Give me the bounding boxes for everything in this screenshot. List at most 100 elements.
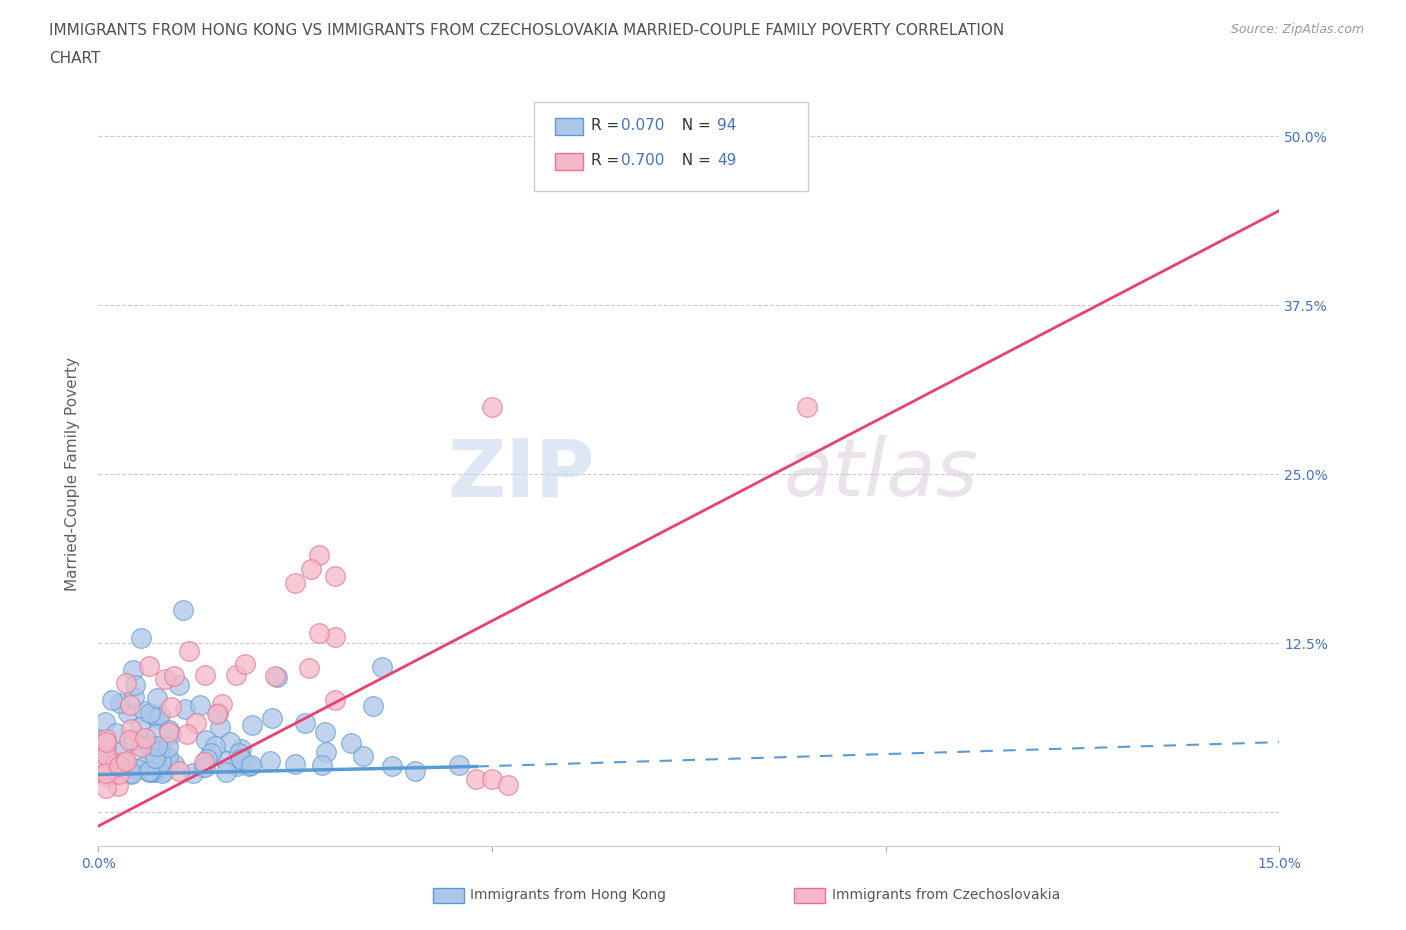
Point — [184, 715, 207, 730]
Point — [233, 657, 256, 671]
Point — [122, 690, 145, 705]
Point — [96, 732, 118, 747]
Point — [231, 742, 253, 757]
Point — [131, 738, 153, 753]
Point — [150, 765, 173, 780]
Point — [157, 750, 180, 764]
Text: IMMIGRANTS FROM HONG KONG VS IMMIGRANTS FROM CZECHOSLOVAKIA MARRIED-COUPLE FAMIL: IMMIGRANTS FROM HONG KONG VS IMMIGRANTS … — [49, 23, 1004, 38]
Point — [195, 751, 218, 766]
Point — [107, 759, 129, 774]
Text: N =: N = — [672, 118, 716, 133]
Point — [218, 735, 240, 750]
Point — [96, 739, 118, 754]
Point — [796, 399, 818, 414]
Point — [138, 737, 160, 752]
Point — [215, 764, 238, 779]
Point — [101, 755, 124, 770]
Point — [207, 705, 229, 720]
Point — [96, 768, 118, 783]
Point — [87, 762, 110, 777]
Point — [259, 753, 281, 768]
Point — [194, 732, 217, 747]
Text: Immigrants from Czechoslovakia: Immigrants from Czechoslovakia — [832, 887, 1060, 902]
Text: 94: 94 — [717, 118, 737, 133]
Point — [114, 675, 136, 690]
Point — [101, 762, 124, 777]
Point — [118, 698, 141, 712]
Point — [284, 575, 307, 590]
Point — [361, 698, 384, 713]
Point — [146, 691, 169, 706]
Point — [315, 745, 337, 760]
Point — [157, 723, 180, 737]
Point — [176, 726, 198, 741]
Point — [163, 669, 186, 684]
Point — [148, 744, 170, 759]
Point — [138, 764, 160, 779]
Point — [284, 756, 307, 771]
Point — [139, 764, 162, 779]
Point — [134, 731, 156, 746]
Point — [225, 667, 247, 682]
Y-axis label: Married-Couple Family Poverty: Married-Couple Family Poverty — [65, 357, 80, 591]
Point — [308, 626, 330, 641]
Point — [229, 751, 252, 766]
Point — [121, 722, 143, 737]
Point — [138, 764, 160, 778]
Point — [129, 739, 152, 754]
Point — [370, 659, 392, 674]
Point — [100, 693, 122, 708]
Point — [194, 668, 217, 683]
Point — [314, 725, 336, 740]
Point — [132, 703, 155, 718]
Point — [153, 746, 176, 761]
Point — [208, 719, 231, 734]
Point — [107, 778, 129, 793]
Point — [447, 757, 470, 772]
Point — [143, 764, 166, 779]
Point — [160, 699, 183, 714]
Point — [194, 760, 217, 775]
Point — [340, 736, 363, 751]
Point — [121, 765, 143, 780]
Point — [225, 759, 247, 774]
Point — [157, 724, 180, 739]
Point — [118, 733, 141, 748]
Point — [104, 726, 127, 741]
Point — [481, 399, 503, 414]
Point — [496, 778, 519, 793]
Point — [153, 764, 176, 778]
Point — [105, 765, 128, 780]
Point — [323, 693, 346, 708]
Point — [96, 747, 118, 762]
Point — [112, 754, 135, 769]
Point — [112, 762, 135, 777]
Point — [142, 708, 165, 723]
Point — [153, 671, 176, 686]
Point — [138, 658, 160, 673]
Point — [149, 708, 172, 723]
Point — [266, 669, 288, 684]
Point — [91, 750, 114, 764]
Point — [112, 757, 135, 772]
Point — [239, 758, 262, 773]
Point — [381, 759, 404, 774]
Point — [264, 669, 287, 684]
Point — [145, 738, 167, 753]
Text: Immigrants from Hong Kong: Immigrants from Hong Kong — [470, 887, 665, 902]
Point — [122, 732, 145, 747]
Point — [240, 718, 263, 733]
Point — [96, 780, 118, 795]
Point — [96, 765, 118, 780]
Point — [294, 716, 316, 731]
Point — [110, 744, 132, 759]
Point — [215, 753, 238, 768]
Point — [160, 727, 183, 742]
Point — [108, 696, 131, 711]
Text: R =: R = — [591, 118, 624, 133]
Point — [167, 678, 190, 693]
Point — [139, 706, 162, 721]
Point — [117, 705, 139, 720]
Point — [298, 660, 321, 675]
Point — [104, 755, 127, 770]
